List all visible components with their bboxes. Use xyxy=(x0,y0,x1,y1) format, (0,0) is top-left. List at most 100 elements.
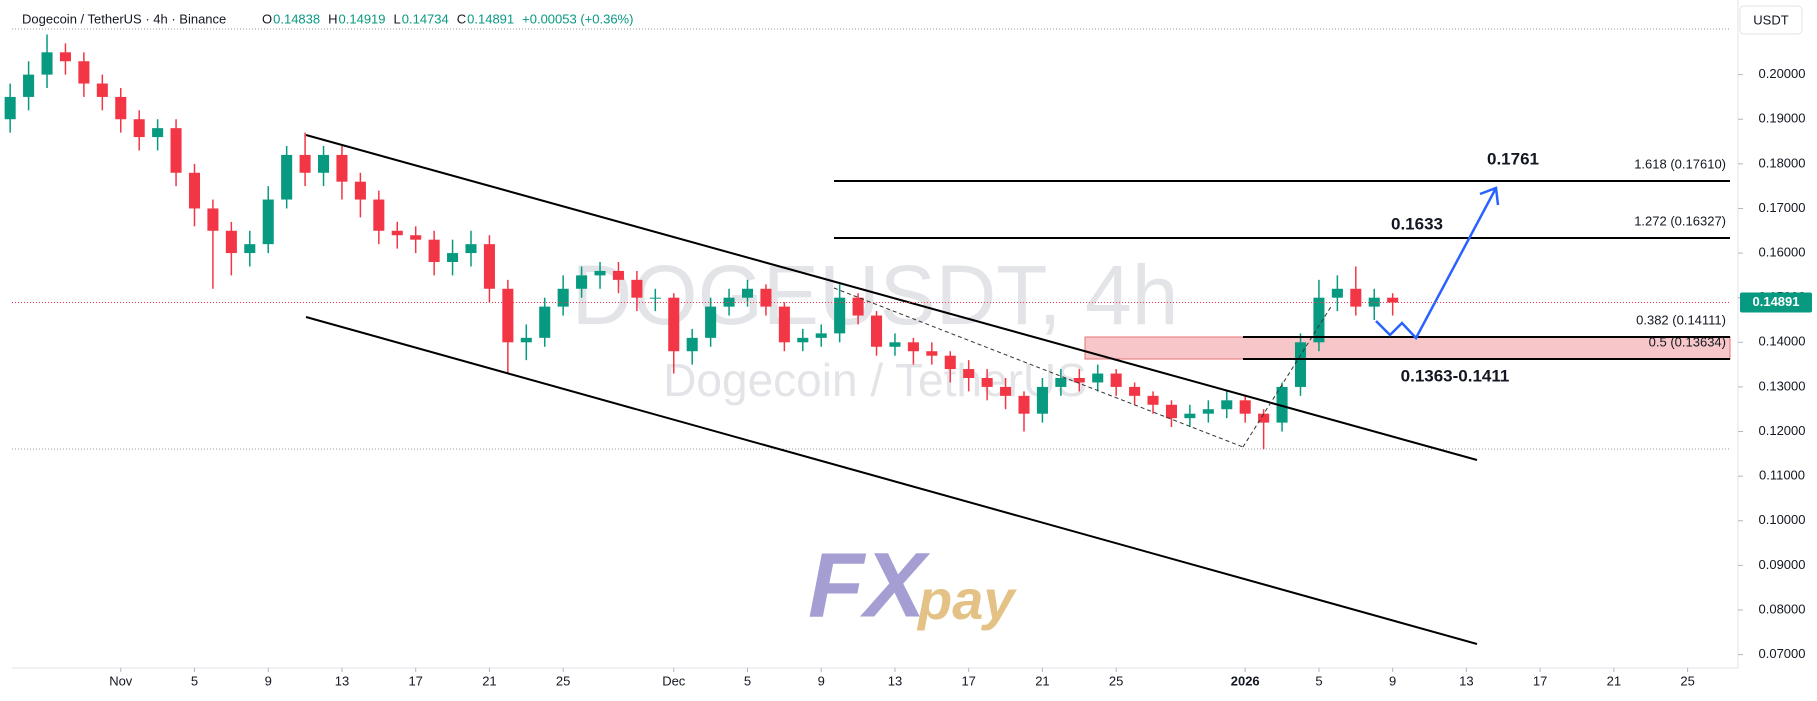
candle-body xyxy=(834,297,846,334)
candle-body xyxy=(410,235,422,240)
candle-body xyxy=(502,288,514,343)
candle-body xyxy=(391,230,403,236)
candle-body xyxy=(1110,373,1122,387)
candle-body xyxy=(1092,373,1104,383)
x-tick-label: 13 xyxy=(888,673,902,688)
candle-body xyxy=(225,230,237,254)
x-tick-label: Nov xyxy=(109,673,133,688)
candle-body xyxy=(244,244,256,254)
x-tick-label: Dec xyxy=(662,673,686,688)
x-tick-label: 21 xyxy=(1035,673,1049,688)
candle-body xyxy=(1276,386,1288,423)
x-tick-label: 13 xyxy=(335,673,349,688)
candle-body xyxy=(612,270,624,280)
channel-lower xyxy=(305,316,1478,645)
candle-body xyxy=(188,172,201,209)
candle-body xyxy=(1350,288,1362,307)
last-price-tag xyxy=(1740,292,1812,313)
candle-body xyxy=(281,154,293,200)
y-tick-label: 0.11000 xyxy=(1759,468,1805,483)
candle-body xyxy=(1147,395,1159,405)
symbol: Dogecoin / TetherUS · 4h · Binance xyxy=(22,11,226,26)
candle-body xyxy=(705,306,717,338)
candle-body xyxy=(115,96,127,120)
candle-body xyxy=(1221,400,1233,410)
candle-body xyxy=(668,297,680,352)
y-tick-label: 0.19000 xyxy=(1759,111,1806,126)
candle-body xyxy=(1000,386,1012,396)
candle-body xyxy=(539,306,551,338)
watermark-subtitle: Dogecoin / TetherUS xyxy=(663,354,1087,406)
candle-body xyxy=(1073,378,1085,383)
x-tick-label: 21 xyxy=(1607,673,1621,688)
ohlc-value: 0.14734 xyxy=(402,11,449,26)
channel-upper xyxy=(305,134,1478,461)
x-tick-label: 17 xyxy=(961,673,975,688)
y-tick-label: 0.12000 xyxy=(1759,423,1806,438)
x-tick-label: 17 xyxy=(408,673,422,688)
x-tick-label: 2026 xyxy=(1231,673,1260,688)
candle-body xyxy=(686,337,698,352)
y-tick-label: 0.18000 xyxy=(1759,155,1806,170)
candle-body xyxy=(797,337,809,343)
y-tick-label: 0.10000 xyxy=(1759,512,1806,527)
candle-body xyxy=(889,342,901,347)
candle-body xyxy=(520,337,532,343)
x-tick-label: 25 xyxy=(1680,673,1694,688)
candle-body xyxy=(78,61,90,84)
candle-body xyxy=(483,244,495,289)
candle-body xyxy=(944,355,956,370)
candle-body xyxy=(96,83,108,97)
candle-body xyxy=(760,288,772,307)
candle-body xyxy=(373,199,385,231)
x-tick-label: 13 xyxy=(1459,673,1473,688)
currency: USDT xyxy=(1753,12,1788,27)
candle-body xyxy=(631,279,643,298)
fib-label: 1.618 (0.17610) xyxy=(1634,156,1726,171)
candle-body xyxy=(1294,342,1307,387)
ohlc-key: C xyxy=(457,11,466,26)
fib-label: 0.5 (0.13634) xyxy=(1649,334,1726,349)
candle-body xyxy=(41,52,53,75)
x-tick-label: 9 xyxy=(265,673,272,688)
trend-dashed xyxy=(833,287,1244,448)
candle-body xyxy=(59,52,71,62)
candle-body xyxy=(447,253,459,262)
candle-body xyxy=(557,288,569,307)
y-tick-label: 0.20000 xyxy=(1759,66,1806,81)
x-tick-label: 25 xyxy=(1109,673,1123,688)
logo-pay: pay xyxy=(916,568,1017,631)
candle-body xyxy=(428,239,440,262)
ohlc-value: 0.14891 xyxy=(467,11,514,26)
candle-body xyxy=(4,96,16,120)
x-tick-label: 5 xyxy=(1315,673,1322,688)
candle-body xyxy=(871,315,883,347)
candle-body xyxy=(336,154,348,182)
candle-body xyxy=(741,288,754,298)
projection-arrow xyxy=(1375,187,1498,341)
candle-body xyxy=(963,369,975,378)
currency-box[interactable] xyxy=(1739,5,1803,35)
fib-label: 1.272 (0.16327) xyxy=(1634,213,1726,228)
candle-body xyxy=(907,342,919,352)
y-tick-label: 0.08000 xyxy=(1759,601,1806,616)
y-tick-label: 0.13000 xyxy=(1759,378,1806,393)
logo-fx: FX xyxy=(808,534,930,636)
candle-body xyxy=(594,270,606,276)
candle-body xyxy=(1184,413,1196,419)
candle-body xyxy=(1331,288,1343,298)
candle-body xyxy=(152,128,164,138)
candle-body xyxy=(576,275,588,289)
x-tick-label: 5 xyxy=(191,673,198,688)
ohlc-key: O xyxy=(262,11,272,26)
x-tick-label: 5 xyxy=(744,673,751,688)
x-tick-label: 9 xyxy=(818,673,825,688)
x-tick-label: 21 xyxy=(482,673,496,688)
candle-body xyxy=(354,181,366,200)
candle-body xyxy=(649,297,661,299)
candle-body xyxy=(262,199,274,245)
candle-body xyxy=(23,74,35,97)
ohlc-value: 0.14919 xyxy=(339,11,386,26)
